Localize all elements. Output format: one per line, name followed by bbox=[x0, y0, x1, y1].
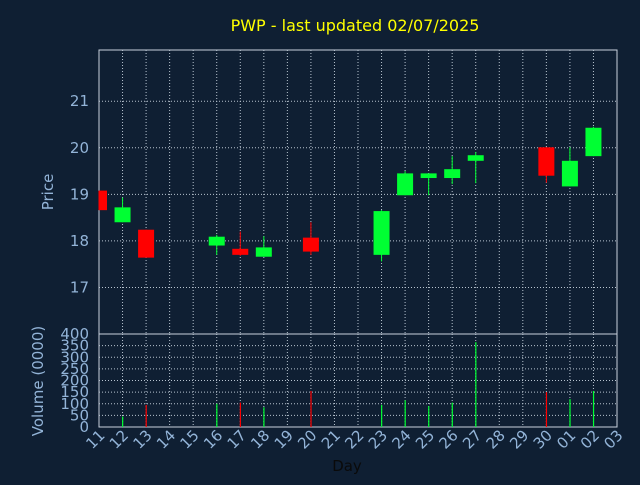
volume-axis-label: Volume (0000) bbox=[29, 326, 47, 436]
volume-bar bbox=[263, 407, 265, 427]
x-tick-label: 26 bbox=[436, 426, 462, 452]
volume-bar bbox=[475, 342, 477, 427]
candle-body bbox=[302, 237, 319, 252]
price-tick-label: 18 bbox=[70, 232, 89, 250]
volume-bar bbox=[428, 406, 430, 427]
x-tick-label: 23 bbox=[365, 426, 391, 452]
price-axis-label: Price bbox=[39, 174, 57, 211]
candle-body bbox=[561, 160, 578, 187]
volume-bar bbox=[122, 416, 124, 427]
volume-bar bbox=[451, 402, 453, 427]
volume-bar bbox=[404, 400, 406, 427]
x-tick-label: 01 bbox=[553, 426, 579, 452]
candle-body bbox=[232, 248, 249, 255]
candle-body bbox=[99, 190, 107, 211]
volume-tick-label: 150 bbox=[60, 383, 89, 401]
price-tick-label: 19 bbox=[70, 185, 89, 203]
candle-body bbox=[397, 173, 414, 196]
volume-bar bbox=[569, 399, 571, 427]
candle-body bbox=[444, 169, 461, 179]
candle-body bbox=[255, 247, 272, 257]
x-tick-label: 12 bbox=[106, 426, 132, 452]
volume-bar bbox=[239, 402, 241, 427]
chart-title: PWP - last updated 02/07/2025 bbox=[231, 16, 480, 35]
x-tick-label: 22 bbox=[341, 426, 367, 452]
x-tick-label: 19 bbox=[271, 426, 297, 452]
candle-body bbox=[538, 147, 555, 176]
x-tick-label: 03 bbox=[600, 426, 626, 452]
volume-tick-label: 350 bbox=[60, 337, 89, 355]
volume-bar bbox=[381, 404, 383, 427]
candle-body bbox=[114, 207, 131, 223]
x-tick-label: 17 bbox=[224, 426, 250, 452]
candle-body bbox=[208, 236, 225, 246]
candle-body bbox=[467, 155, 484, 161]
x-tick-label: 20 bbox=[294, 426, 320, 452]
volume-bar bbox=[145, 404, 147, 427]
x-tick-label: 13 bbox=[129, 426, 155, 452]
volume-bar bbox=[216, 403, 218, 427]
x-tick-label: 27 bbox=[459, 426, 485, 452]
volume-tick-label: 100 bbox=[60, 395, 89, 413]
x-tick-label: 24 bbox=[388, 426, 414, 452]
x-tick-label: 30 bbox=[530, 426, 556, 452]
price-tick-label: 21 bbox=[70, 92, 89, 110]
x-tick-label: 02 bbox=[577, 426, 603, 452]
volume-bar bbox=[592, 390, 595, 427]
volume-bar bbox=[545, 392, 548, 427]
x-tick-label: 16 bbox=[200, 426, 226, 452]
price-tick-label: 17 bbox=[70, 278, 89, 296]
x-tick-label: 21 bbox=[318, 426, 344, 452]
x-tick-label: 15 bbox=[177, 426, 203, 452]
x-tick-label: 18 bbox=[247, 426, 273, 452]
x-tick-label: 14 bbox=[153, 426, 179, 452]
x-axis: 1112131415161718192021222324252627282930… bbox=[82, 426, 626, 452]
day-axis-label: Day bbox=[332, 457, 362, 475]
price-panel: 17 18 19 20 21 bbox=[70, 49, 618, 335]
candle-body bbox=[138, 229, 155, 258]
candle-body bbox=[420, 173, 437, 179]
volume-tick-label: 400 bbox=[60, 325, 89, 343]
candle-body bbox=[585, 127, 602, 157]
volume-tick-label: 200 bbox=[60, 372, 89, 390]
price-tick-label: 20 bbox=[70, 139, 89, 157]
volume-bar bbox=[310, 390, 312, 427]
x-tick-label: 29 bbox=[506, 426, 532, 452]
candle-body bbox=[373, 211, 390, 255]
volume-tick-label: 300 bbox=[60, 348, 89, 366]
volume-tick-label: 50 bbox=[70, 406, 89, 424]
volume-tick-label: 250 bbox=[60, 360, 89, 378]
x-tick-label: 28 bbox=[483, 426, 509, 452]
volume-tick-label: 0 bbox=[79, 418, 89, 436]
x-tick-label: 25 bbox=[412, 426, 438, 452]
